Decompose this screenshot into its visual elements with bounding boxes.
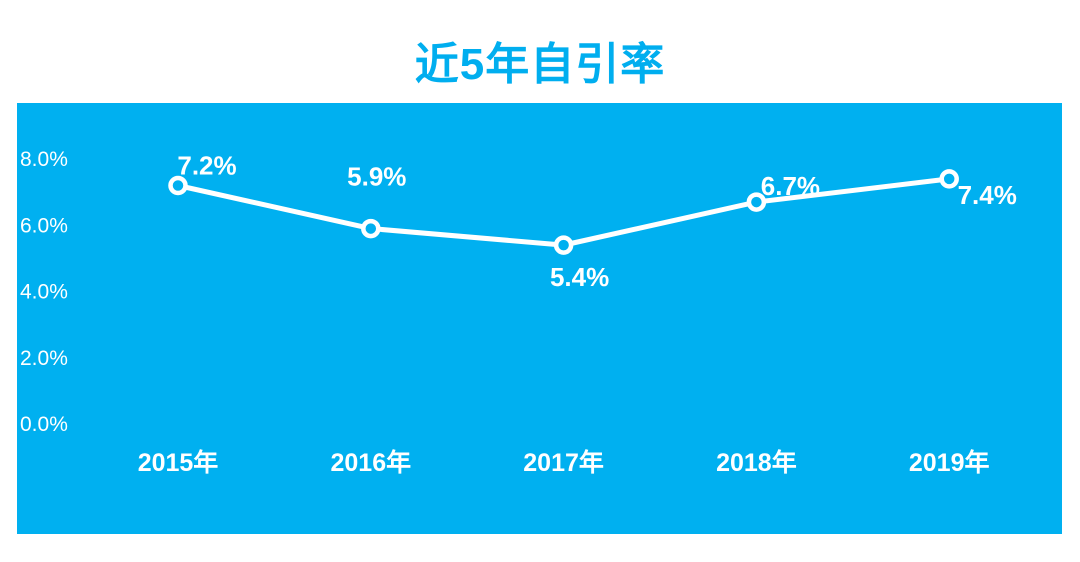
y-tick-label: 8.0%: [20, 148, 68, 171]
trend-line: [175, 176, 952, 248]
data-point-marker: [553, 235, 574, 255]
chart-panel: 0.0% 2.0% 4.0% 6.0% 8.0% 2015年 2016年 2017年 2018年…: [17, 103, 1062, 534]
chart-title: 近5年自引率: [414, 40, 666, 89]
x-tick-label: 2015年: [138, 448, 219, 477]
x-tick-label: 2017年: [523, 448, 604, 477]
y-tick-label: 0.0%: [20, 413, 68, 436]
data-label: 5.9%: [347, 162, 406, 192]
data-point-marker: [168, 175, 188, 196]
x-tick-label: 2019年: [909, 448, 990, 477]
data-point-marker: [746, 192, 767, 212]
data-point-marker: [939, 169, 959, 189]
data-label: 5.4%: [550, 262, 609, 292]
data-label: 6.7%: [761, 171, 820, 201]
line-chart: 0.0% 2.0% 4.0% 6.0% 8.0% 2015年 2016年 2017年 2018年…: [20, 148, 1017, 477]
data-label: 7.2%: [177, 151, 236, 181]
data-label: 7.4%: [958, 180, 1017, 210]
y-tick-label: 6.0%: [20, 214, 68, 237]
y-tick-label: 2.0%: [20, 347, 68, 370]
x-tick-label: 2018年: [716, 448, 797, 477]
y-tick-label: 4.0%: [20, 281, 68, 304]
data-point-marker: [361, 218, 381, 239]
x-tick-label: 2016年: [330, 448, 411, 477]
